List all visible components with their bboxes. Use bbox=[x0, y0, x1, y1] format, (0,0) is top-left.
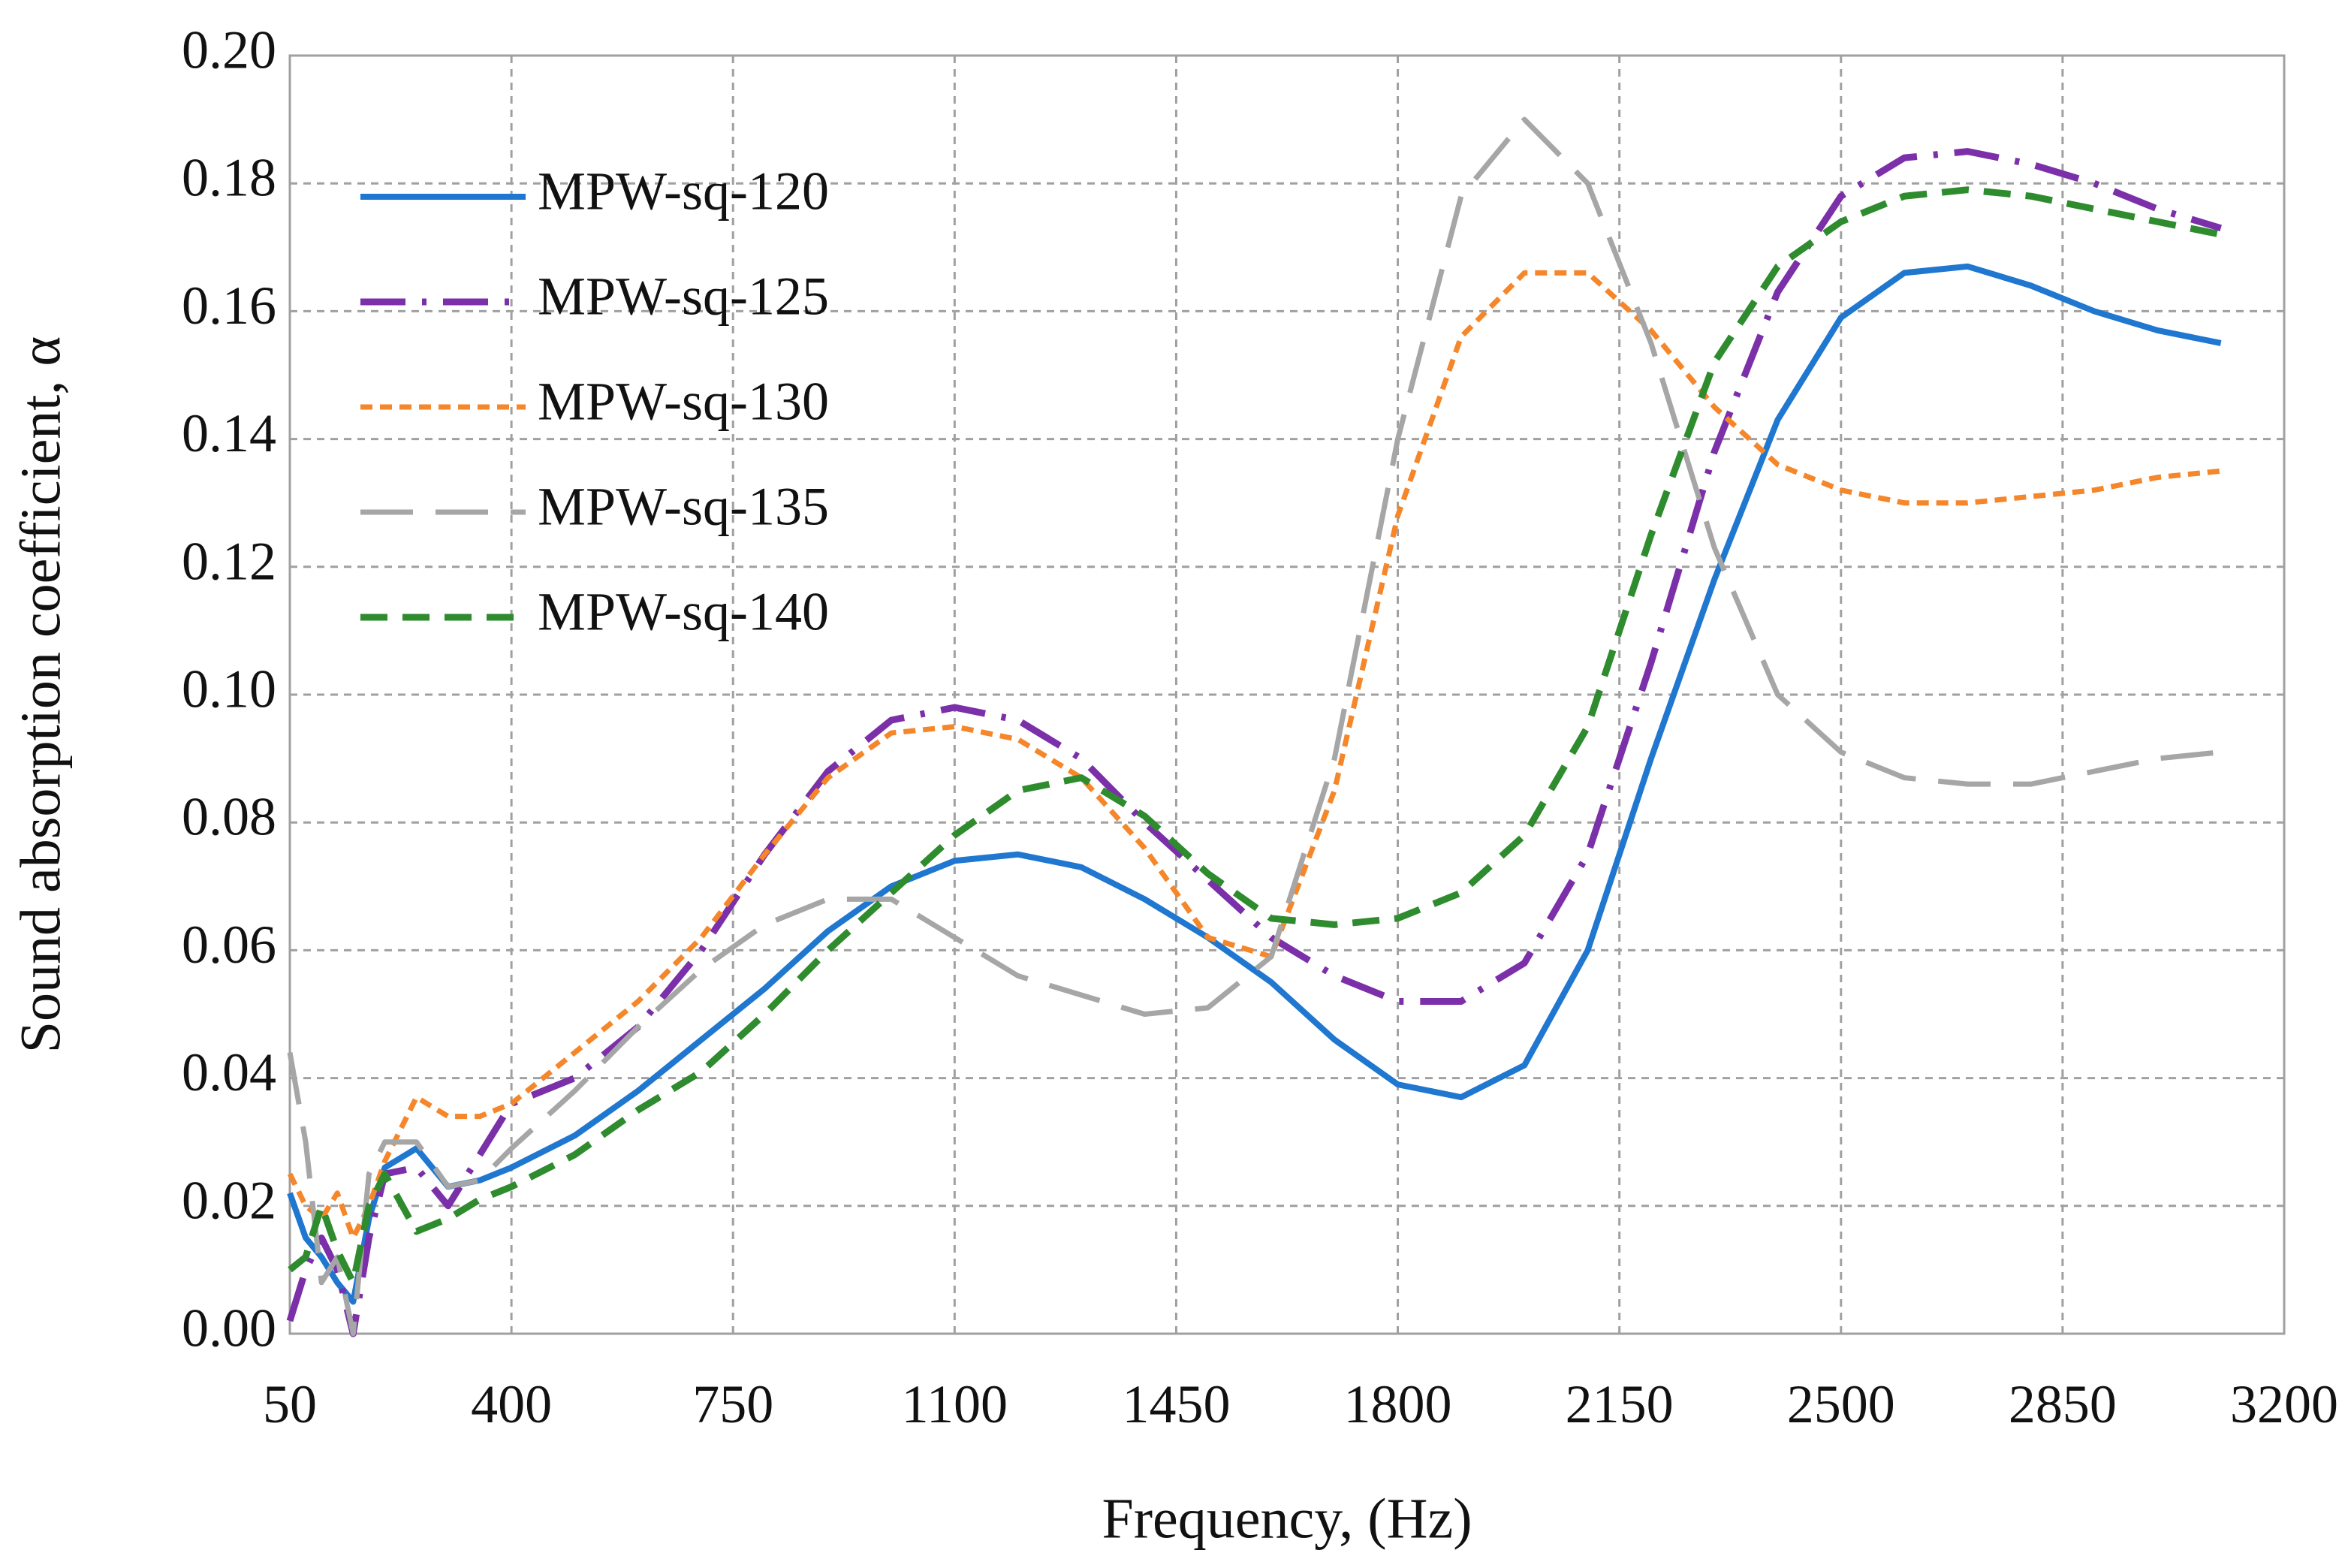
y-tick-label: 0.02 bbox=[182, 1170, 276, 1230]
y-tick-label: 0.10 bbox=[182, 659, 276, 719]
x-tick-label: 3200 bbox=[2230, 1374, 2338, 1434]
legend-label: MPW-sq-130 bbox=[538, 372, 829, 432]
x-tick-label: 50 bbox=[263, 1374, 317, 1434]
x-tick-label: 2850 bbox=[2009, 1374, 2117, 1434]
x-tick-label: 1800 bbox=[1344, 1374, 1452, 1434]
series-line bbox=[287, 263, 2222, 1305]
x-tick-label: 1450 bbox=[1122, 1374, 1230, 1434]
y-tick-label: 0.18 bbox=[182, 148, 276, 208]
x-tick-label: 750 bbox=[692, 1374, 773, 1434]
series-line bbox=[287, 116, 2222, 1337]
x-axis-title: Frequency, (Hz) bbox=[1102, 1487, 1472, 1550]
y-tick-label: 0.04 bbox=[182, 1042, 276, 1102]
legend-label: MPW-sq-120 bbox=[538, 161, 829, 222]
series-line bbox=[287, 270, 2222, 1241]
legend-label: MPW-sq-135 bbox=[538, 477, 829, 537]
legend-label: MPW-sq-140 bbox=[538, 582, 829, 642]
y-tick-label: 0.14 bbox=[182, 403, 276, 463]
series-line bbox=[288, 186, 2222, 1286]
x-tick-label: 1100 bbox=[902, 1374, 1008, 1434]
y-axis-title: Sound absorption coefficient, α bbox=[9, 336, 72, 1053]
series-line bbox=[286, 148, 2222, 1337]
y-tick-label: 0.06 bbox=[182, 915, 276, 975]
x-tick-label: 2500 bbox=[1787, 1374, 1895, 1434]
y-tick-label: 0.12 bbox=[182, 531, 276, 591]
legend-label: MPW-sq-125 bbox=[538, 267, 829, 327]
x-tick-label: 2150 bbox=[1566, 1374, 1674, 1434]
y-tick-label: 0.08 bbox=[182, 787, 276, 847]
plot-border bbox=[288, 54, 2286, 1335]
y-tick-label: 0.00 bbox=[182, 1298, 276, 1358]
y-tick-label: 0.16 bbox=[182, 276, 276, 336]
x-tick-label: 400 bbox=[471, 1374, 552, 1434]
y-tick-label: 0.20 bbox=[182, 20, 276, 80]
